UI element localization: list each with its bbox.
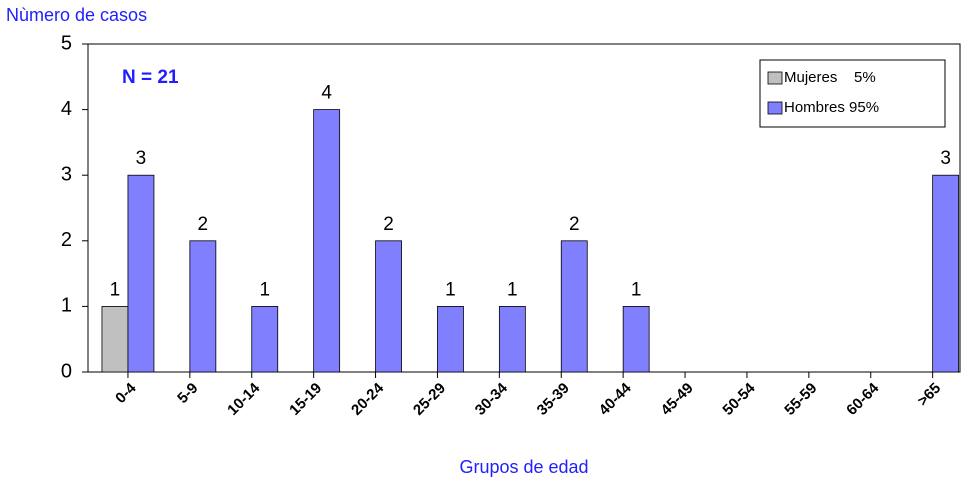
y-tick-label: 0 — [61, 360, 72, 382]
value-label: 3 — [940, 148, 951, 169]
x-tick-label: 55-59 — [781, 380, 820, 419]
x-axis-label: Grupos de edad — [459, 457, 588, 477]
value-label: 3 — [136, 148, 147, 169]
x-tick-label: 30-34 — [472, 379, 512, 419]
value-label: 1 — [259, 279, 270, 300]
bar — [437, 305, 464, 373]
x-tick-label: >65 — [914, 380, 944, 410]
y-tick-label: 5 — [61, 32, 72, 54]
bar — [313, 109, 341, 373]
legend-label: Hombres 95% — [784, 99, 879, 116]
bar — [560, 240, 588, 373]
y-tick-label: 4 — [61, 98, 72, 120]
y-tick-label: 2 — [61, 229, 72, 251]
y-axis-label: Nùmero de casos — [6, 5, 147, 25]
legend-swatch — [767, 71, 783, 85]
x-tick-label: 60-64 — [843, 379, 883, 419]
legend-swatch — [767, 101, 783, 115]
x-tick-label: 50-54 — [719, 379, 759, 419]
bar — [127, 174, 155, 373]
value-label: 4 — [321, 83, 332, 104]
x-tick-label: 0-4 — [112, 379, 140, 407]
value-label: 2 — [569, 214, 580, 235]
y-tick-label: 3 — [61, 163, 72, 185]
legend-label: Mujeres 5% — [784, 69, 876, 86]
x-tick-label: 40-44 — [596, 379, 636, 419]
bar — [251, 305, 279, 373]
x-tick-label: 45-49 — [658, 380, 697, 419]
x-tick-label: 5-9 — [174, 380, 201, 407]
annotation: N = 21 — [122, 67, 179, 88]
bar — [498, 305, 526, 373]
value-label: 1 — [445, 279, 456, 300]
x-tick-label: 10-14 — [224, 379, 264, 419]
bar — [932, 174, 960, 373]
bar — [101, 305, 129, 373]
value-label: 1 — [631, 279, 642, 300]
value-label: 1 — [110, 279, 121, 300]
value-label: 1 — [507, 279, 518, 300]
legend-box — [759, 59, 946, 128]
x-tick-label: 35-39 — [534, 380, 573, 419]
x-tick-label: 25-29 — [410, 380, 449, 419]
y-tick-label: 1 — [61, 295, 72, 317]
x-tick-label: 15-19 — [286, 380, 325, 419]
x-tick-label: 20-24 — [348, 379, 388, 419]
bar — [189, 240, 217, 373]
bar — [622, 305, 650, 373]
value-label: 2 — [383, 214, 394, 235]
value-label: 2 — [198, 214, 209, 235]
bar — [375, 240, 402, 373]
